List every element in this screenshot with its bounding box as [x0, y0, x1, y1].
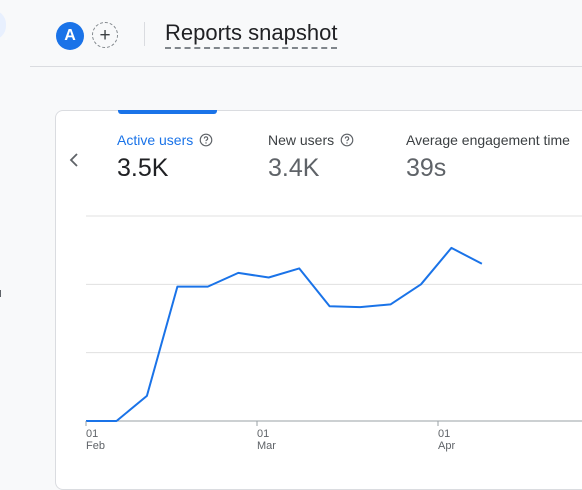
x-tick-label-day: 01: [257, 428, 269, 440]
help-circle-icon[interactable]: [340, 133, 354, 147]
x-tick-label-month: Mar: [257, 440, 276, 452]
metric-value: 3.4K: [268, 154, 320, 182]
metric-label: Active users: [117, 132, 194, 148]
active-tab-indicator: [118, 110, 217, 114]
page-header: A + Reports snapshot: [30, 0, 582, 67]
metric-value: 39s: [406, 154, 447, 182]
metric-new-users[interactable]: New users 3.4K: [268, 132, 354, 183]
nav-rail-highlight: [0, 10, 6, 40]
chevron-left-icon[interactable]: [66, 150, 82, 170]
x-tick-label-month: Feb: [86, 440, 105, 452]
series-line: [86, 246, 483, 422]
metric-active-users[interactable]: Active users 3.5K: [117, 132, 213, 183]
nav-rail-marker: [0, 290, 1, 297]
metric-value: 3.5K: [117, 154, 169, 182]
header-divider: [144, 22, 145, 46]
page-title[interactable]: Reports snapshot: [165, 20, 338, 49]
help-circle-icon[interactable]: [199, 133, 213, 147]
x-tick-label-month: Apr: [438, 440, 455, 452]
avatar[interactable]: A: [56, 22, 84, 50]
overview-card: [55, 110, 582, 490]
x-tick-label-day: 01: [438, 428, 450, 440]
metric-label: Average engagement time: [406, 132, 570, 148]
x-tick-label-day: 01: [86, 428, 98, 440]
metric-label: New users: [268, 132, 335, 148]
add-comparison-button[interactable]: +: [92, 22, 118, 48]
metric-average-engagement-time[interactable]: Average engagement time 39s: [406, 132, 570, 183]
